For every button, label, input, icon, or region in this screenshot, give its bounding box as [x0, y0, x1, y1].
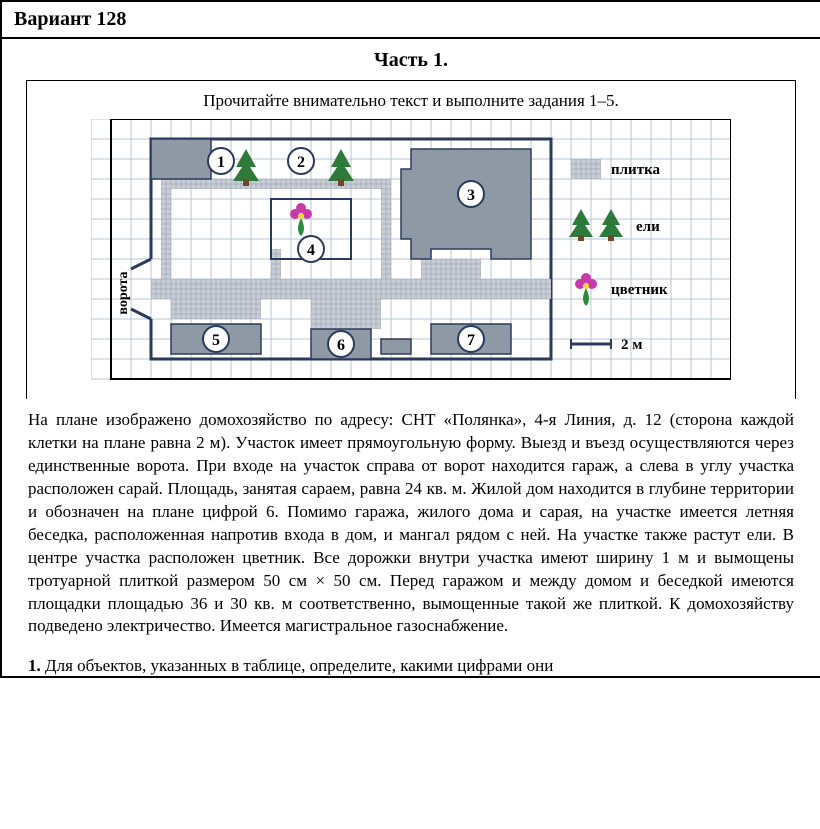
svg-text:7: 7 [467, 332, 475, 349]
variant-text: Вариант 128 [14, 8, 126, 30]
svg-text:2: 2 [297, 154, 305, 171]
svg-text:3: 3 [467, 187, 475, 204]
instruction-box: Прочитайте внимательно текст и выполните… [26, 80, 796, 399]
plan-diagram: 1 2 3 4 5 6 7 плитка [91, 119, 731, 399]
page-container: Вариант 128 Часть 1. Прочитайте внимател… [0, 0, 820, 678]
variant-header: Вариант 128 [2, 2, 820, 39]
plan-wrap: 1 2 3 4 5 6 7 плитка [37, 119, 785, 399]
legend-tile-label: плитка [611, 162, 660, 178]
svg-text:6: 6 [337, 337, 345, 354]
question-1: 1. Для объектов, указанных в таблице, оп… [26, 656, 796, 676]
body-text: На плане изображено домохозяйство по адр… [26, 409, 796, 638]
svg-text:1: 1 [217, 154, 225, 171]
scale-label: 2 м [621, 337, 642, 353]
gate-label: ворота [116, 271, 131, 314]
svg-text:5: 5 [212, 332, 220, 349]
q1-number: 1. [28, 656, 41, 675]
q1-text: Для объектов, указанных в таблице, опред… [45, 656, 553, 675]
svg-text:4: 4 [307, 242, 315, 259]
part-title: Часть 1. [26, 49, 796, 72]
legend-trees-label: ели [636, 219, 660, 235]
content-area: Часть 1. Прочитайте внимательно текст и … [2, 39, 820, 676]
instruction-text: Прочитайте внимательно текст и выполните… [37, 91, 785, 111]
legend-flowers-label: цветник [611, 282, 668, 298]
